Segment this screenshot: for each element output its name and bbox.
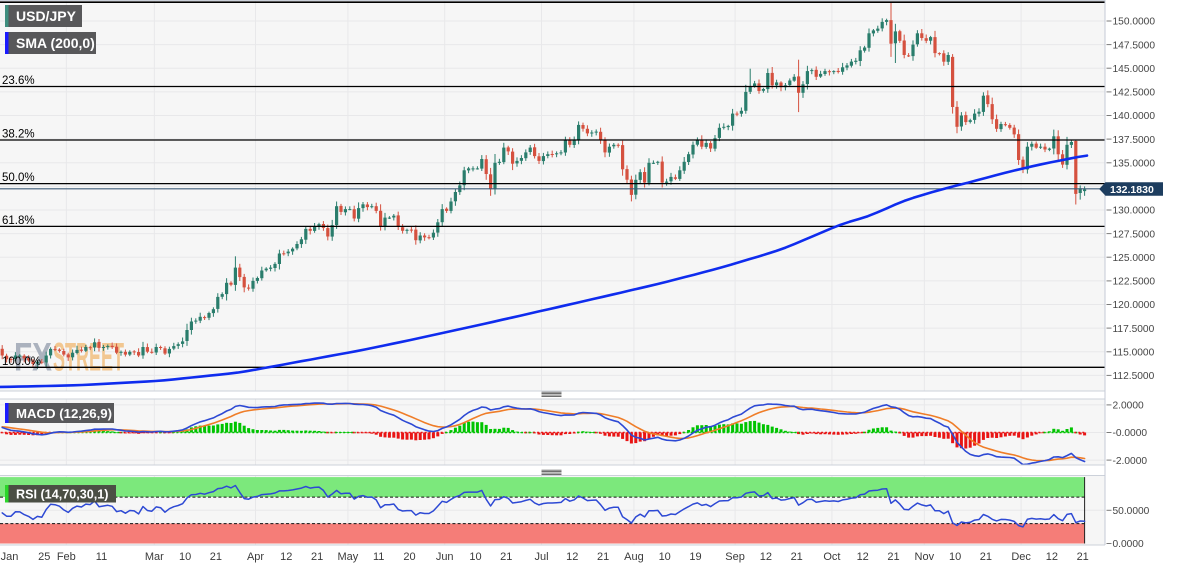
svg-text:11: 11 <box>96 551 107 563</box>
svg-text:21: 21 <box>210 551 222 563</box>
svg-text:21: 21 <box>311 551 323 563</box>
svg-text:142.5000: 142.5000 <box>1113 88 1156 99</box>
svg-text:23.6%: 23.6% <box>2 75 35 87</box>
svg-text:Dec: Dec <box>1011 551 1031 563</box>
svg-text:2.0000: 2.0000 <box>1113 401 1144 412</box>
svg-text:Jun: Jun <box>436 551 454 563</box>
svg-text:21: 21 <box>887 551 899 563</box>
svg-text:10: 10 <box>469 551 481 563</box>
svg-text:19: 19 <box>689 551 701 563</box>
svg-text:Feb: Feb <box>57 551 76 563</box>
svg-text:May: May <box>338 551 359 563</box>
svg-text:USD/JPY: USD/JPY <box>16 8 77 24</box>
svg-text:Sep: Sep <box>725 551 745 563</box>
svg-text:11: 11 <box>373 551 384 563</box>
svg-text:21: 21 <box>791 551 803 563</box>
svg-text:10: 10 <box>949 551 961 563</box>
svg-text:132.1830: 132.1830 <box>1110 184 1154 196</box>
svg-text:Oct: Oct <box>823 551 840 563</box>
svg-text:SMA (200,0): SMA (200,0) <box>16 35 95 51</box>
svg-text:50.0%: 50.0% <box>2 172 35 184</box>
svg-text:137.5000: 137.5000 <box>1113 135 1156 146</box>
svg-text:147.5000: 147.5000 <box>1113 40 1156 51</box>
svg-text:-0.0000: -0.0000 <box>1113 428 1148 439</box>
svg-text:125.0000: 125.0000 <box>1113 253 1156 264</box>
svg-text:Apr: Apr <box>247 551 264 563</box>
svg-text:Nov: Nov <box>915 551 935 563</box>
svg-text:Jan: Jan <box>1 551 19 563</box>
svg-text:135.0000: 135.0000 <box>1113 158 1156 169</box>
svg-text:12: 12 <box>857 551 869 563</box>
svg-text:145.0000: 145.0000 <box>1113 64 1156 75</box>
svg-text:150.0000: 150.0000 <box>1113 17 1156 28</box>
svg-text:21: 21 <box>980 551 992 563</box>
svg-text:38.2%: 38.2% <box>2 129 35 141</box>
svg-text:12: 12 <box>566 551 578 563</box>
svg-text:112.5000: 112.5000 <box>1113 371 1155 382</box>
svg-text:MACD (12,26,9): MACD (12,26,9) <box>16 406 112 421</box>
svg-text:12: 12 <box>1046 551 1058 563</box>
svg-text:Aug: Aug <box>624 551 644 563</box>
svg-text:21: 21 <box>500 551 512 563</box>
svg-text:140.0000: 140.0000 <box>1113 111 1156 122</box>
svg-text:12: 12 <box>280 551 292 563</box>
svg-text:Jul: Jul <box>534 551 548 563</box>
svg-text:120.0000: 120.0000 <box>1113 300 1156 311</box>
svg-text:25: 25 <box>38 551 50 563</box>
svg-text:61.8%: 61.8% <box>2 215 35 227</box>
svg-text:127.5000: 127.5000 <box>1113 229 1156 240</box>
svg-text:RSI (14,70,30,1): RSI (14,70,30,1) <box>16 487 108 501</box>
svg-text:130.0000: 130.0000 <box>1113 206 1156 217</box>
svg-text:117.5000: 117.5000 <box>1113 324 1155 335</box>
svg-text:122.5000: 122.5000 <box>1113 277 1156 288</box>
svg-text:21: 21 <box>1077 551 1089 563</box>
svg-text:21: 21 <box>597 551 609 563</box>
svg-text:50.0000: 50.0000 <box>1113 506 1150 517</box>
svg-text:0.0000: 0.0000 <box>1113 539 1144 550</box>
svg-text:20: 20 <box>403 551 415 563</box>
svg-text:115.0000: 115.0000 <box>1113 347 1155 358</box>
svg-text:10: 10 <box>659 551 671 563</box>
svg-text:-2.0000: -2.0000 <box>1113 456 1148 467</box>
svg-text:10: 10 <box>179 551 191 563</box>
svg-text:STREET: STREET <box>53 336 124 380</box>
svg-text:Mar: Mar <box>145 551 164 563</box>
svg-text:12: 12 <box>760 551 772 563</box>
svg-text:100.0%: 100.0% <box>2 356 41 368</box>
